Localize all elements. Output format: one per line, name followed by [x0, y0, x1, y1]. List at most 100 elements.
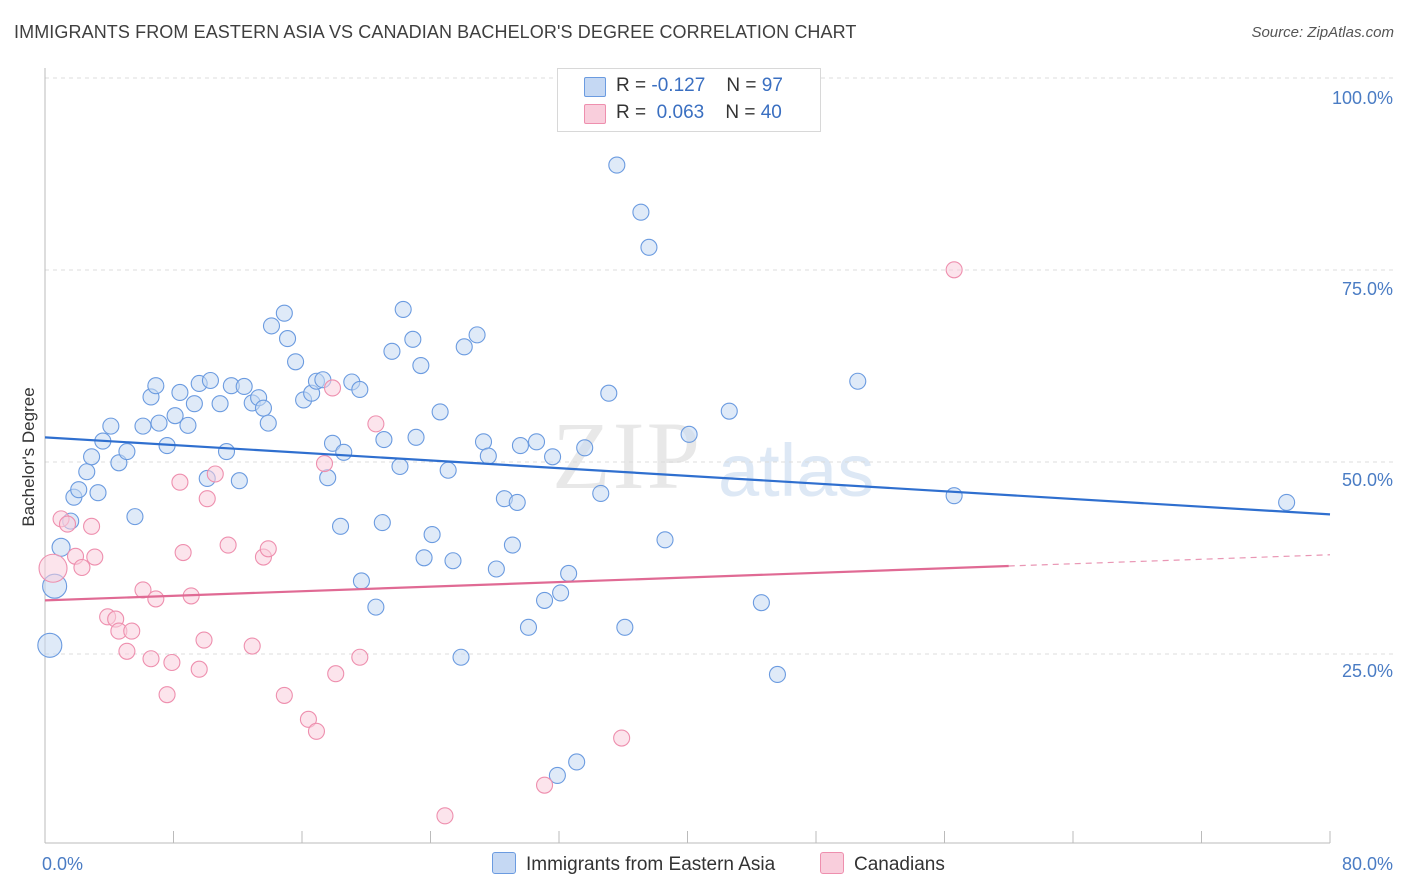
point-immigrants [147, 377, 165, 395]
point-immigrants [431, 403, 449, 421]
watermark-zip: ZIP [552, 402, 702, 509]
bottom-legend-label-canadians: Canadians [854, 854, 945, 875]
point-canadians [307, 722, 326, 740]
point-canadians [38, 553, 68, 583]
point-immigrants [278, 330, 297, 348]
point-canadians [351, 648, 369, 666]
legend-r-label: R = [616, 75, 647, 96]
point-immigrants [70, 481, 88, 499]
point-canadians [367, 415, 385, 433]
bottom-legend-swatch-pink [820, 852, 844, 874]
point-canadians [118, 642, 136, 660]
point-immigrants [527, 433, 546, 451]
point-immigrants [552, 584, 570, 602]
point-immigrants [656, 531, 674, 549]
point-immigrants [287, 353, 305, 371]
bottom-legend-label-immigrants: Immigrants from Eastern Asia [526, 854, 776, 875]
point-immigrants [126, 508, 144, 526]
point-immigrants [1278, 493, 1296, 511]
point-canadians [83, 517, 101, 535]
point-immigrants [367, 598, 385, 616]
legend-swatch-pink [584, 104, 606, 124]
point-canadians [158, 686, 176, 704]
point-immigrants [150, 414, 168, 432]
point-immigrants [179, 416, 197, 434]
point-immigrants [352, 572, 370, 590]
point-immigrants [331, 517, 350, 535]
point-immigrants [608, 156, 626, 174]
point-canadians [275, 686, 293, 704]
point-immigrants [335, 443, 353, 461]
point-immigrants [568, 753, 586, 771]
point-immigrants [211, 395, 229, 413]
point-immigrants [89, 484, 107, 502]
point-immigrants [118, 443, 136, 461]
point-immigrants [391, 457, 409, 476]
point-immigrants [560, 564, 578, 583]
legend-swatch-blue [584, 77, 606, 97]
point-immigrants [444, 552, 462, 570]
point-immigrants [439, 461, 457, 479]
point-immigrants [720, 402, 738, 420]
point-immigrants [455, 338, 473, 356]
point-canadians [535, 776, 554, 794]
point-immigrants [166, 407, 184, 425]
trend-line-canadians-extension [1008, 554, 1331, 567]
point-immigrants [404, 330, 422, 348]
point-canadians [190, 660, 208, 678]
trend-lines [44, 436, 1331, 602]
point-canadians [243, 637, 261, 655]
point-immigrants [849, 372, 867, 390]
point-canadians [945, 261, 963, 279]
point-immigrants [535, 591, 554, 609]
point-immigrants [102, 417, 120, 435]
legend-n-value: 97 [761, 75, 783, 96]
y-tick-label: 100.0% [1332, 88, 1393, 108]
point-canadians [86, 548, 104, 566]
chart-title: IMMIGRANTS FROM EASTERN ASIA VS CANADIAN… [14, 22, 857, 42]
point-immigrants [262, 317, 281, 335]
point-immigrants [452, 648, 470, 666]
point-immigrants [632, 203, 650, 221]
point-canadians [259, 540, 277, 558]
point-immigrants [768, 665, 787, 684]
legend-r-value: -0.127 [651, 75, 706, 96]
point-immigrants [134, 417, 152, 435]
point-immigrants [576, 439, 594, 457]
point-immigrants [78, 463, 96, 481]
point-immigrants [487, 560, 505, 578]
point-immigrants [479, 447, 497, 465]
tick-labels: 100.0% 75.0% 50.0% 25.0% 0.0% 80.0% [42, 88, 1393, 874]
point-canadians [163, 653, 181, 672]
point-immigrants [259, 414, 277, 432]
point-immigrants [600, 384, 618, 402]
point-immigrants [230, 472, 248, 490]
x-tick-label-end: 80.0% [1342, 854, 1393, 874]
legend-n-value: 40 [760, 102, 782, 123]
point-immigrants [412, 356, 430, 375]
point-immigrants [423, 526, 441, 544]
point-immigrants [519, 618, 538, 636]
point-canadians [58, 515, 77, 533]
point-immigrants [415, 549, 433, 567]
y-tick-label: 25.0% [1342, 661, 1393, 681]
point-canadians [123, 622, 141, 640]
point-canadians [171, 473, 189, 491]
x-tick-label-start: 0.0% [42, 854, 83, 874]
point-canadians [142, 650, 160, 668]
point-immigrants [680, 425, 698, 443]
point-canadians [613, 729, 631, 747]
point-immigrants [592, 484, 610, 502]
trend-line-immigrants [44, 436, 1331, 516]
y-tick-label: 75.0% [1342, 279, 1393, 299]
point-immigrants [201, 371, 219, 390]
point-immigrants [511, 437, 530, 455]
point-immigrants [616, 618, 634, 636]
bottom-legend-canadians: Canadians [820, 852, 945, 876]
y-tick-label: 50.0% [1342, 470, 1393, 490]
point-immigrants [503, 536, 521, 554]
point-canadians [315, 454, 334, 473]
point-immigrants [319, 469, 337, 487]
point-immigrants [83, 448, 101, 466]
point-immigrants [474, 433, 493, 451]
